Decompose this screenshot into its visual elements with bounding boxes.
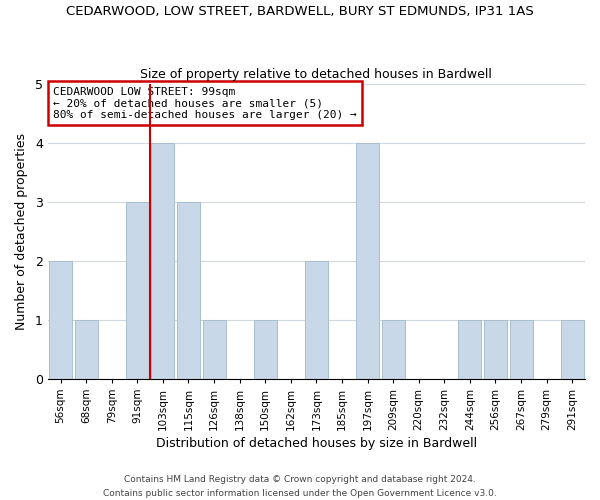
Bar — [126, 202, 149, 379]
Bar — [458, 320, 481, 379]
Bar — [74, 320, 98, 379]
Bar — [177, 202, 200, 379]
Bar — [254, 320, 277, 379]
Bar — [509, 320, 533, 379]
Bar — [49, 261, 72, 379]
Bar — [151, 142, 175, 379]
Text: Contains HM Land Registry data © Crown copyright and database right 2024.
Contai: Contains HM Land Registry data © Crown c… — [103, 476, 497, 498]
Bar — [203, 320, 226, 379]
Bar — [560, 320, 584, 379]
Bar — [484, 320, 507, 379]
Text: CEDARWOOD LOW STREET: 99sqm
← 20% of detached houses are smaller (5)
80% of semi: CEDARWOOD LOW STREET: 99sqm ← 20% of det… — [53, 86, 357, 120]
X-axis label: Distribution of detached houses by size in Bardwell: Distribution of detached houses by size … — [156, 437, 477, 450]
Title: Size of property relative to detached houses in Bardwell: Size of property relative to detached ho… — [140, 68, 493, 81]
Bar — [382, 320, 404, 379]
Bar — [305, 261, 328, 379]
Y-axis label: Number of detached properties: Number of detached properties — [15, 132, 28, 330]
Text: CEDARWOOD, LOW STREET, BARDWELL, BURY ST EDMUNDS, IP31 1AS: CEDARWOOD, LOW STREET, BARDWELL, BURY ST… — [66, 5, 534, 18]
Bar — [356, 142, 379, 379]
